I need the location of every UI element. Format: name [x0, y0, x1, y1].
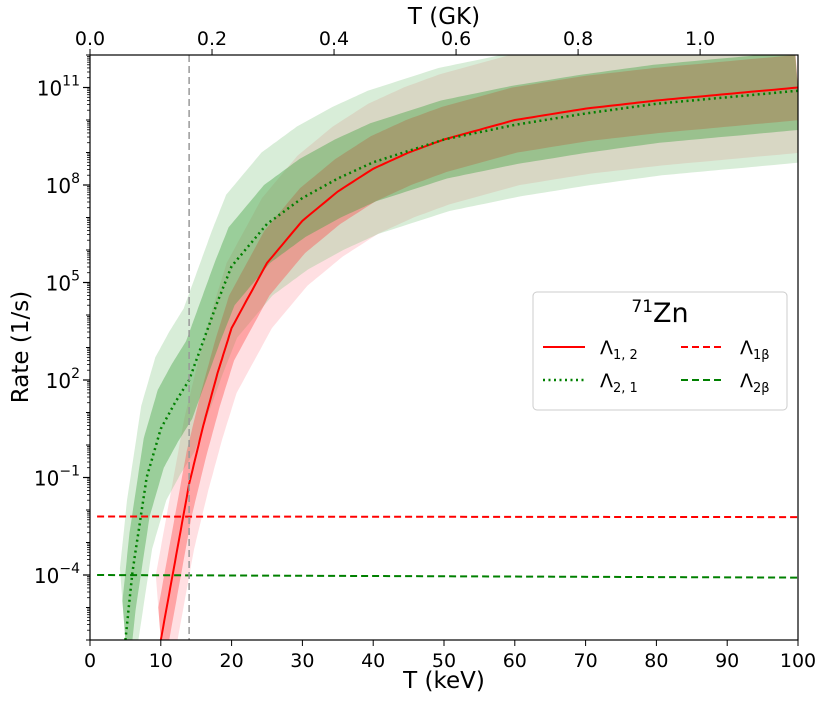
y-tick-label-5: 1011 — [37, 74, 80, 101]
series-line-3 — [97, 574, 798, 579]
legend-title: 71Zn — [631, 297, 688, 329]
legend-label-lambda21: Λ2, 1 — [600, 370, 638, 396]
legend-label-lambda12: Λ1, 2 — [600, 337, 638, 363]
series-line-1 — [124, 89, 798, 640]
x-tick-label-10: 100 — [780, 650, 816, 672]
band-inner-0 — [158, 55, 798, 640]
legend-title-element: Zn — [653, 298, 689, 329]
legend-box — [532, 291, 788, 411]
y-axis-label: Rate (1/s) — [8, 291, 34, 403]
x-tick-label-2: 20 — [220, 650, 244, 672]
top-tick-label-1: 0.2 — [197, 28, 227, 50]
y-tick-label-1: 10−1 — [34, 464, 80, 491]
rate-curves — [97, 86, 798, 640]
top-tick-label-5: 1.0 — [685, 28, 715, 50]
legend-title-superscript: 71 — [631, 297, 653, 317]
x-tick-label-3: 30 — [290, 650, 314, 672]
band-outer-0 — [155, 55, 798, 640]
x-tick-label-0: 0 — [84, 650, 96, 672]
legend: 71Zn Λ1, 2 Λ1β Λ2, 1 Λ2β — [532, 291, 788, 411]
x-tick-label-8: 80 — [644, 650, 668, 672]
y-tick-label-3: 105 — [46, 269, 80, 296]
legend-label-lambda1beta: Λ1β — [740, 337, 770, 363]
y-tick-label-2: 102 — [46, 366, 80, 393]
y-tick-label-4: 108 — [46, 171, 80, 198]
x-tick-label-7: 70 — [574, 650, 598, 672]
top-tick-label-0: 0.0 — [75, 28, 105, 50]
x-tick-label-9: 90 — [715, 650, 739, 672]
band-outer-1 — [119, 55, 798, 640]
top-tick-label-4: 0.8 — [563, 28, 593, 50]
x-tick-label-4: 40 — [361, 650, 385, 672]
series-line-0 — [159, 86, 798, 640]
top-tick-label-2: 0.4 — [319, 28, 349, 50]
legend-label-lambda2beta: Λ2β — [740, 370, 770, 396]
x-axis-label: T (keV) — [402, 668, 485, 694]
x-tick-label-1: 10 — [149, 650, 173, 672]
y-tick-label-0: 10−4 — [34, 561, 80, 588]
x-tick-label-5: 50 — [432, 650, 456, 672]
axis-ticks: 0 10 20 30 40 50 60 70 80 90 100 0.0 0.2 0.4 0.6 0.8 1.0… — [34, 28, 816, 672]
x-tick-label-6: 60 — [503, 650, 527, 672]
series-line-2 — [97, 515, 798, 519]
top-tick-label-3: 0.6 — [441, 28, 471, 50]
top-axis-label: T (GK) — [407, 4, 480, 30]
band-inner-1 — [122, 55, 798, 640]
uncertainty-bands — [119, 55, 798, 640]
